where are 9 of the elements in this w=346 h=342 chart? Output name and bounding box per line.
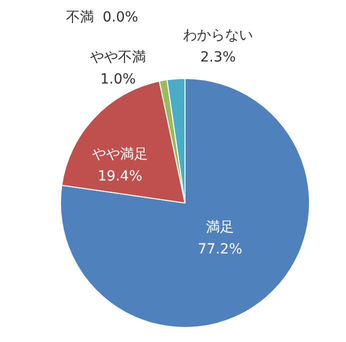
- slice-label: やや不満: [90, 50, 146, 66]
- data-label: 19.4%: [98, 168, 142, 185]
- data-label: 1.0%: [100, 72, 136, 88]
- slice-label: やや満足: [92, 146, 148, 163]
- category-label: 不満 0.0%: [66, 10, 138, 26]
- data-label: 2.3%: [200, 50, 236, 66]
- slice-label: わからない: [183, 28, 253, 44]
- slice-label: 満足: [206, 220, 234, 236]
- data-label: 77.2%: [198, 242, 242, 258]
